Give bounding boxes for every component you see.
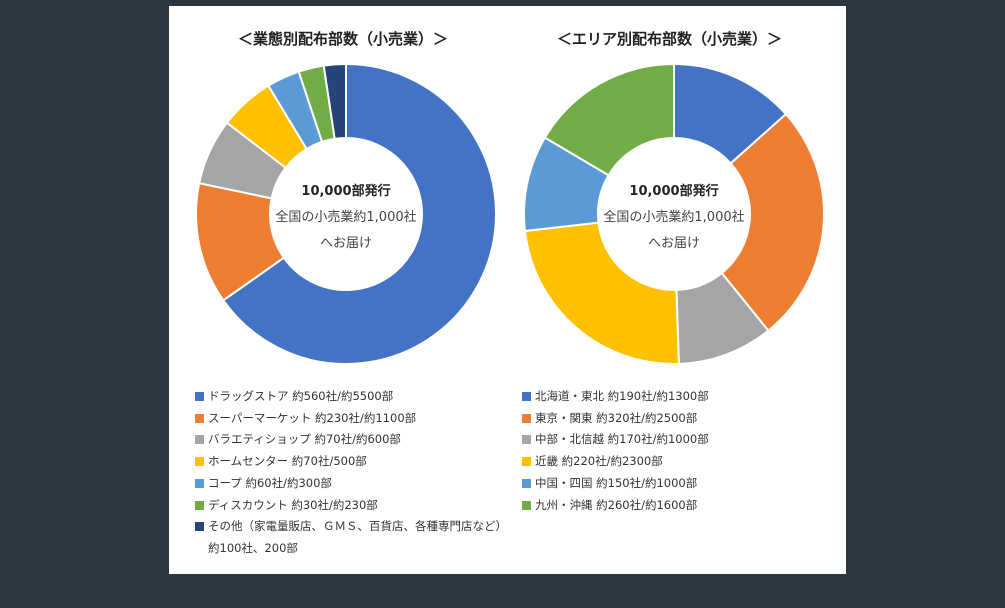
right-legend-swatch <box>522 392 531 401</box>
left-legend-swatch <box>195 522 204 532</box>
right-legend-label: 近畿 約220社/約2300部 <box>535 454 663 469</box>
left-legend-item: ホームセンター 約70社/500部 <box>195 451 508 473</box>
left-legend-swatch <box>195 500 204 510</box>
left-legend-item: ドラッグストア 約560社/約5500部 <box>195 386 508 408</box>
left-legend-swatch <box>195 392 204 401</box>
left-center-label: 10,000部発行 全国の小売業約1,000社 へお届け <box>261 179 431 257</box>
right-legend-swatch <box>522 435 531 445</box>
right-center-line3: へお届け <box>647 236 700 251</box>
right-legend-item: 東京・関東 約320社/約2500部 <box>522 408 835 430</box>
left-legend-item: バラエティショップ 約70社/約600部 <box>195 429 508 451</box>
right-legend-swatch <box>522 457 531 467</box>
right-legend-swatch <box>522 478 531 488</box>
right-legend-label: 東京・関東 約320社/約2500部 <box>535 410 698 425</box>
left-center-line1: 10,000部発行 <box>301 184 391 199</box>
right-slice-6 <box>543 62 675 177</box>
left-legend-swatch <box>195 478 204 488</box>
left-legend-label: コープ 約60社/約300部 <box>208 475 332 490</box>
right-legend-label: 北海道・東北 約190社/約1300部 <box>535 389 709 403</box>
left-legend-label: ドラッグストア 約560社/約5500部 <box>208 389 394 403</box>
left-legend-swatch <box>195 435 204 445</box>
left-legend-item: ディスカウント 約30社/約230部 <box>195 495 508 517</box>
right-legend-swatch <box>522 500 531 510</box>
left-slice-7 <box>322 62 347 140</box>
right-legend-label: 中部・北信越 約170社/約1000部 <box>535 432 709 447</box>
left-legend-label: スーパーマーケット 約230社/約1100部 <box>208 410 417 425</box>
right-legend-item: 北海道・東北 約190社/約1300部 <box>522 386 835 408</box>
left-legend-item: その他（家電量販店、ＧＭＳ、百貨店、各種専門店など） 約100社、200部 <box>195 516 508 559</box>
left-legend-swatch <box>195 457 204 467</box>
left-donut-chart <box>195 62 497 365</box>
right-legend-label: 九州・沖縄 約260社/約1600部 <box>535 497 698 512</box>
right-center-line1: 10,000部発行 <box>629 184 719 199</box>
right-legend-item: 中国・四国 約150社/約1000部 <box>522 473 835 495</box>
left-center-line2: 全国の小売業約1,000社 <box>275 210 417 225</box>
left-legend-item: スーパーマーケット 約230社/約1100部 <box>195 408 508 430</box>
left-legend-label: ディスカウント 約30社/約230部 <box>208 497 378 512</box>
right-legend-label: 中国・四国 約150社/約1000部 <box>535 475 698 490</box>
left-legend-swatch <box>195 413 204 423</box>
left-slice-1 <box>221 62 497 365</box>
right-legend-item: 九州・沖縄 約260社/約1600部 <box>522 495 835 517</box>
right-legend-item: 中部・北信越 約170社/約1000部 <box>522 429 835 451</box>
right-slice-2 <box>720 112 825 333</box>
right-legend-swatch <box>522 413 531 423</box>
left-chart-title: ＜業態別配布部数（小売業）＞ <box>238 30 449 48</box>
left-legend: ドラッグストア 約560社/約5500部スーパーマーケット 約230社/約110… <box>195 386 508 560</box>
chart-panel: ＜業態別配布部数（小売業）＞ ＜エリア別配布部数（小売業）＞ 10,000部発行… <box>169 6 846 574</box>
left-legend-label: その他（家電量販店、ＧＭＳ、百貨店、各種専門店など） 約100社、200部 <box>208 519 507 555</box>
left-legend-label: ホームセンター 約70社/500部 <box>208 454 367 469</box>
right-slice-4 <box>523 221 680 365</box>
right-legend: 北海道・東北 約190社/約1300部 東京・関東 約320社/約2500部 中部・… <box>522 386 835 516</box>
left-legend-item: コープ 約60社/約300部 <box>195 473 508 495</box>
right-donut-chart <box>523 62 825 365</box>
right-center-label: 10,000部発行 全国の小売業約1,000社 へお届け <box>589 179 759 257</box>
left-center-line3: へお届け <box>319 236 372 251</box>
left-legend-label: バラエティショップ 約70社/約600部 <box>208 432 401 447</box>
right-center-line2: 全国の小売業約1,000社 <box>603 210 745 225</box>
right-legend-item: 近畿 約220社/約2300部 <box>522 451 835 473</box>
right-chart-title: ＜エリア別配布部数（小売業）＞ <box>557 30 783 48</box>
